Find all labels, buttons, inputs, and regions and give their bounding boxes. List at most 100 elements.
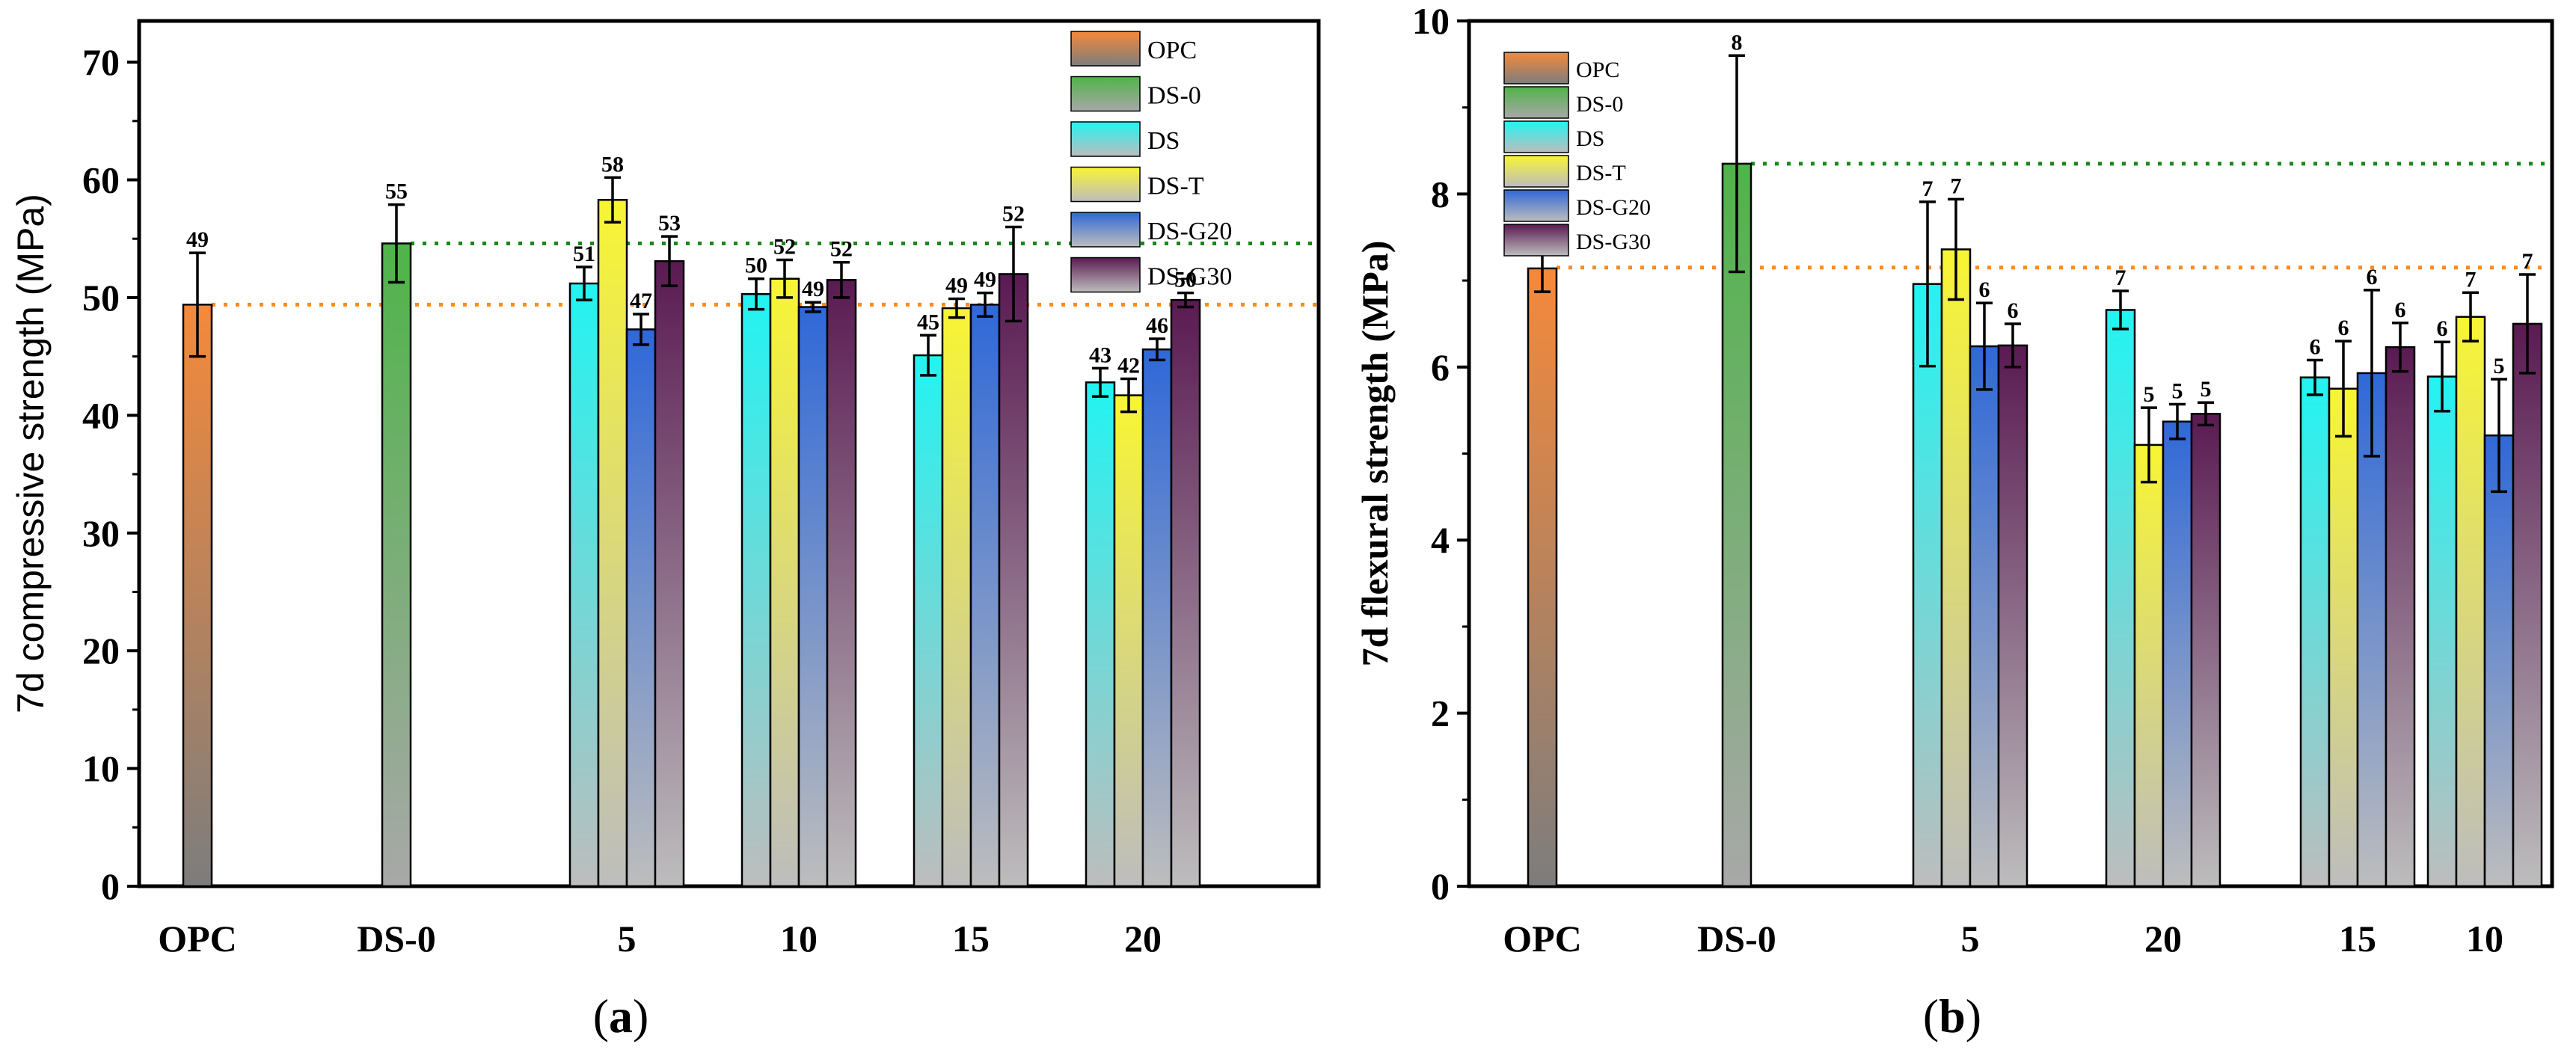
data-label: 8 (1732, 30, 1743, 55)
bar-ds-0-ds-0 (381, 242, 412, 888)
data-label: 5 (2494, 354, 2505, 378)
legend-swatch-ds-0 (1070, 76, 1141, 112)
y-tick-label: 2 (1431, 693, 1450, 734)
x-tick-label: 15 (952, 918, 990, 960)
data-label: 42 (1117, 354, 1140, 378)
bar-10-ds-t (2455, 316, 2486, 888)
y-tick-label: 40 (82, 394, 120, 436)
data-label: 49 (802, 277, 824, 301)
legend-swatch-ds (1070, 121, 1141, 157)
data-label: 6 (2310, 335, 2321, 360)
data-label: 6 (1979, 277, 1990, 302)
bar-20-ds-t (1113, 394, 1144, 888)
legend-swatch-ds-g20 (1070, 212, 1141, 248)
data-label: 58 (601, 152, 624, 176)
legend-swatch-ds-t (1070, 166, 1141, 203)
bar-20-ds-g30 (2190, 413, 2221, 888)
bar-5-ds-t (1940, 248, 1972, 888)
bar-5-ds-g30 (1997, 344, 2028, 888)
y-tick-label: 10 (82, 748, 120, 790)
bar-20-ds-g20 (2162, 420, 2193, 888)
data-label: 5 (2172, 379, 2183, 404)
data-label: 51 (573, 242, 595, 266)
panel-a-compressive-strength-chart: 0 10 20 30 40 50 60 70 7d compressive strength (… (10, 19, 1321, 1043)
data-label: 52 (1002, 201, 1025, 226)
data-label: 7 (1922, 176, 1933, 201)
x-tick-label: 10 (780, 918, 818, 960)
data-label: 53 (658, 211, 681, 236)
bar-20-ds-g20 (1141, 348, 1173, 888)
panel-label: (b) (1923, 989, 1981, 1043)
legend-label-ds-g20: DS-G20 (1576, 195, 1651, 220)
data-label: 46 (1146, 313, 1168, 338)
data-label: 7 (2465, 267, 2477, 292)
panel-b-flexural-strength-chart: 0 2 4 6 8 10 7d flexural strength (MPa) 7 OPC 8 DS… (1354, 0, 2554, 1043)
x-tick-label: 20 (1124, 918, 1162, 960)
legend-swatch-ds-0 (1503, 86, 1569, 119)
bar-20-ds (2105, 309, 2136, 888)
legend-label-opc: OPC (1147, 37, 1197, 64)
bar-15-ds-g30 (998, 273, 1029, 888)
y-tick-label: 0 (101, 865, 120, 907)
data-label: 45 (917, 310, 939, 334)
legend-label-ds-g20: DS-G20 (1147, 218, 1232, 245)
x-tick-label: DS-0 (357, 918, 436, 960)
y-axis-label: 7d compressive strength (MPa) (10, 194, 52, 713)
data-label: 7 (1951, 174, 1962, 198)
x-tick-label: 5 (618, 918, 637, 960)
bar-15-ds-g20 (969, 304, 1001, 888)
data-label: 50 (1174, 268, 1197, 292)
y-axis-label: 7d flexural strength (MPa) (1354, 241, 1396, 667)
legend-swatch-ds-t (1503, 155, 1569, 188)
legend-swatch-opc (1070, 31, 1141, 67)
bar-opc-opc (1527, 267, 1558, 888)
y-tick-label: 60 (82, 159, 120, 201)
data-label: 49 (974, 268, 996, 292)
bar-10-ds-g30 (2512, 322, 2543, 888)
legend-swatch-ds (1503, 120, 1569, 153)
data-label: 6 (2008, 298, 2019, 323)
legend-swatch-opc (1503, 52, 1569, 85)
x-tick-label: DS-0 (1697, 918, 1776, 960)
y-tick-label: 50 (82, 277, 120, 319)
legend-label-ds-g30: DS-G30 (1147, 262, 1232, 290)
data-label: 49 (186, 227, 209, 252)
y-tick-label: 0 (1431, 865, 1450, 907)
data-label: 5 (2201, 377, 2212, 402)
data-label: 50 (745, 254, 767, 278)
legend-swatch-ds-g20 (1503, 189, 1569, 222)
legend-label-ds-g30: DS-G30 (1576, 230, 1651, 254)
bar-5-ds (1912, 283, 1943, 888)
data-label: 55 (385, 179, 408, 204)
x-tick-label: 10 (2466, 918, 2503, 960)
y-tick-label: 70 (82, 41, 120, 83)
bar-15-ds-t (941, 307, 972, 888)
bar-opc-opc (182, 304, 213, 888)
panel-label: (a) (593, 989, 649, 1043)
data-label: 52 (830, 237, 853, 262)
bar-10-ds-g20 (2483, 434, 2515, 888)
bar-5-ds-g20 (1969, 345, 2000, 888)
bar-20-ds (1085, 381, 1116, 888)
data-label: 7 (2115, 265, 2126, 290)
plot-frame (137, 19, 1321, 888)
data-label: 47 (630, 289, 652, 313)
bar-15-ds (913, 354, 944, 888)
data-label: 43 (1089, 343, 1111, 367)
data-label: 6 (2367, 265, 2378, 289)
data-label: 49 (945, 273, 968, 298)
data-label: 52 (773, 235, 796, 260)
y-tick-label: 30 (82, 512, 120, 554)
data-label: 7 (2522, 249, 2533, 274)
legend-label-ds: DS (1576, 126, 1604, 151)
bar-5-ds (568, 282, 600, 888)
bar-5-ds-g20 (625, 328, 657, 888)
legend: OPC DS-0 DS DS-T DS-G20 DS-G30 (1503, 52, 1651, 257)
legend-swatch-ds-g30 (1503, 224, 1569, 257)
x-tick-label: 15 (2339, 918, 2376, 960)
bar-10-ds-g30 (826, 279, 857, 888)
y-tick-label: 6 (1431, 346, 1450, 388)
bar-15-ds (2299, 376, 2331, 888)
y-tick-label: 10 (1412, 0, 1450, 42)
bar-10-ds-t (769, 277, 800, 888)
